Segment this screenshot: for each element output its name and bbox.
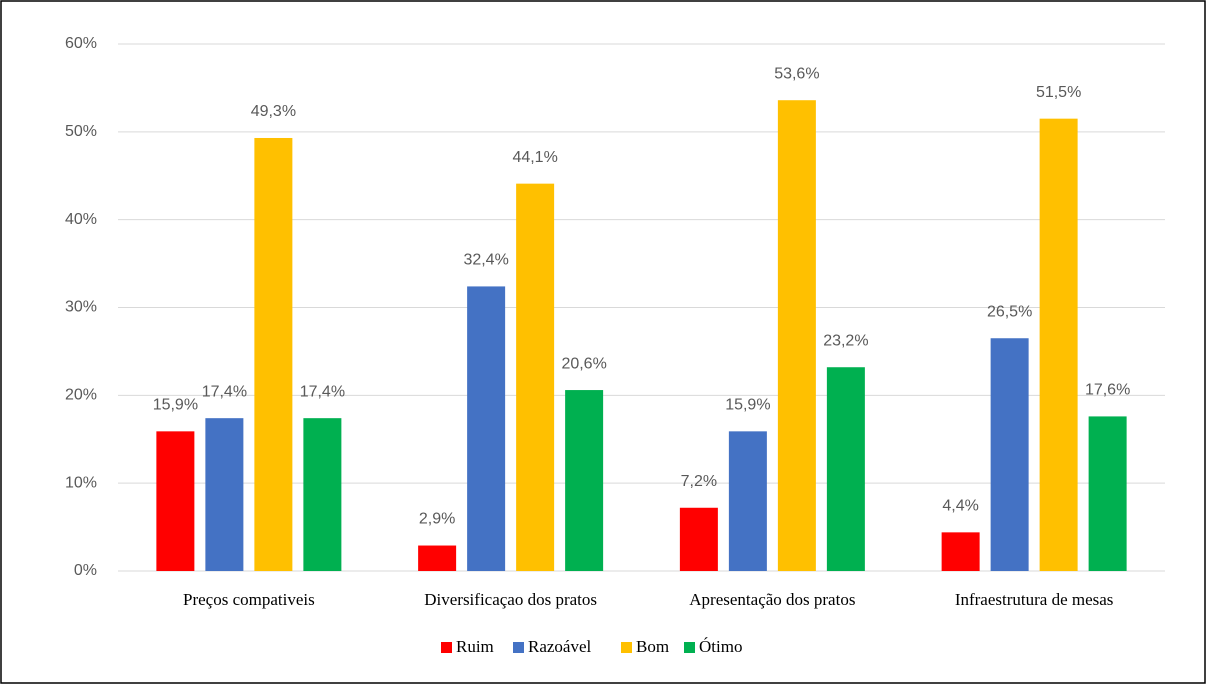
bar (254, 137, 293, 571)
bar (826, 367, 865, 571)
legend-label: Ruim (456, 637, 494, 656)
bar (990, 338, 1029, 571)
bar (941, 532, 980, 571)
value-label: 23,2% (823, 332, 868, 349)
bar (516, 183, 555, 571)
y-tick-label: 50% (65, 123, 97, 140)
value-label: 53,6% (774, 65, 819, 82)
bar (467, 286, 506, 571)
legend-swatch (513, 642, 524, 653)
y-tick-label: 20% (65, 387, 97, 404)
value-label: 2,9% (419, 511, 455, 528)
value-label: 49,3% (251, 103, 296, 120)
bar (156, 431, 195, 571)
y-tick-label: 10% (65, 474, 97, 491)
bar (728, 431, 767, 571)
x-tick-label: Apresentação dos pratos (689, 590, 855, 609)
value-label: 7,2% (681, 473, 717, 490)
value-label: 15,9% (153, 397, 198, 414)
x-tick-label: Preços compativeis (183, 590, 315, 609)
legend-label: Bom (636, 637, 669, 656)
legend-swatch (621, 642, 632, 653)
value-label: 26,5% (987, 303, 1032, 320)
bar (777, 100, 816, 572)
bar (205, 418, 244, 571)
value-label: 17,6% (1085, 382, 1130, 399)
bar (565, 390, 604, 571)
legend-label: Razoável (528, 637, 592, 656)
value-label: 4,4% (942, 498, 978, 515)
legend-swatch (441, 642, 452, 653)
legend-label: Ótimo (699, 637, 742, 656)
y-tick-label: 40% (65, 211, 97, 228)
value-label: 17,4% (202, 383, 247, 400)
value-label: 51,5% (1036, 84, 1081, 101)
bar (679, 507, 718, 571)
legend-swatch (684, 642, 695, 653)
bar (1088, 416, 1127, 571)
value-label: 32,4% (463, 252, 508, 269)
y-tick-label: 60% (65, 35, 97, 52)
bar (1039, 118, 1078, 572)
value-label: 44,1% (512, 149, 557, 166)
x-tick-label: Infraestrutura de mesas (955, 590, 1114, 609)
bar (303, 418, 342, 571)
value-label: 15,9% (725, 397, 770, 414)
bar (418, 545, 457, 571)
x-tick-label: Diversificaçao dos pratos (424, 590, 597, 609)
y-tick-label: 30% (65, 299, 97, 316)
value-label: 20,6% (561, 355, 606, 372)
y-tick-label: 0% (74, 562, 97, 579)
value-label: 17,4% (300, 383, 345, 400)
